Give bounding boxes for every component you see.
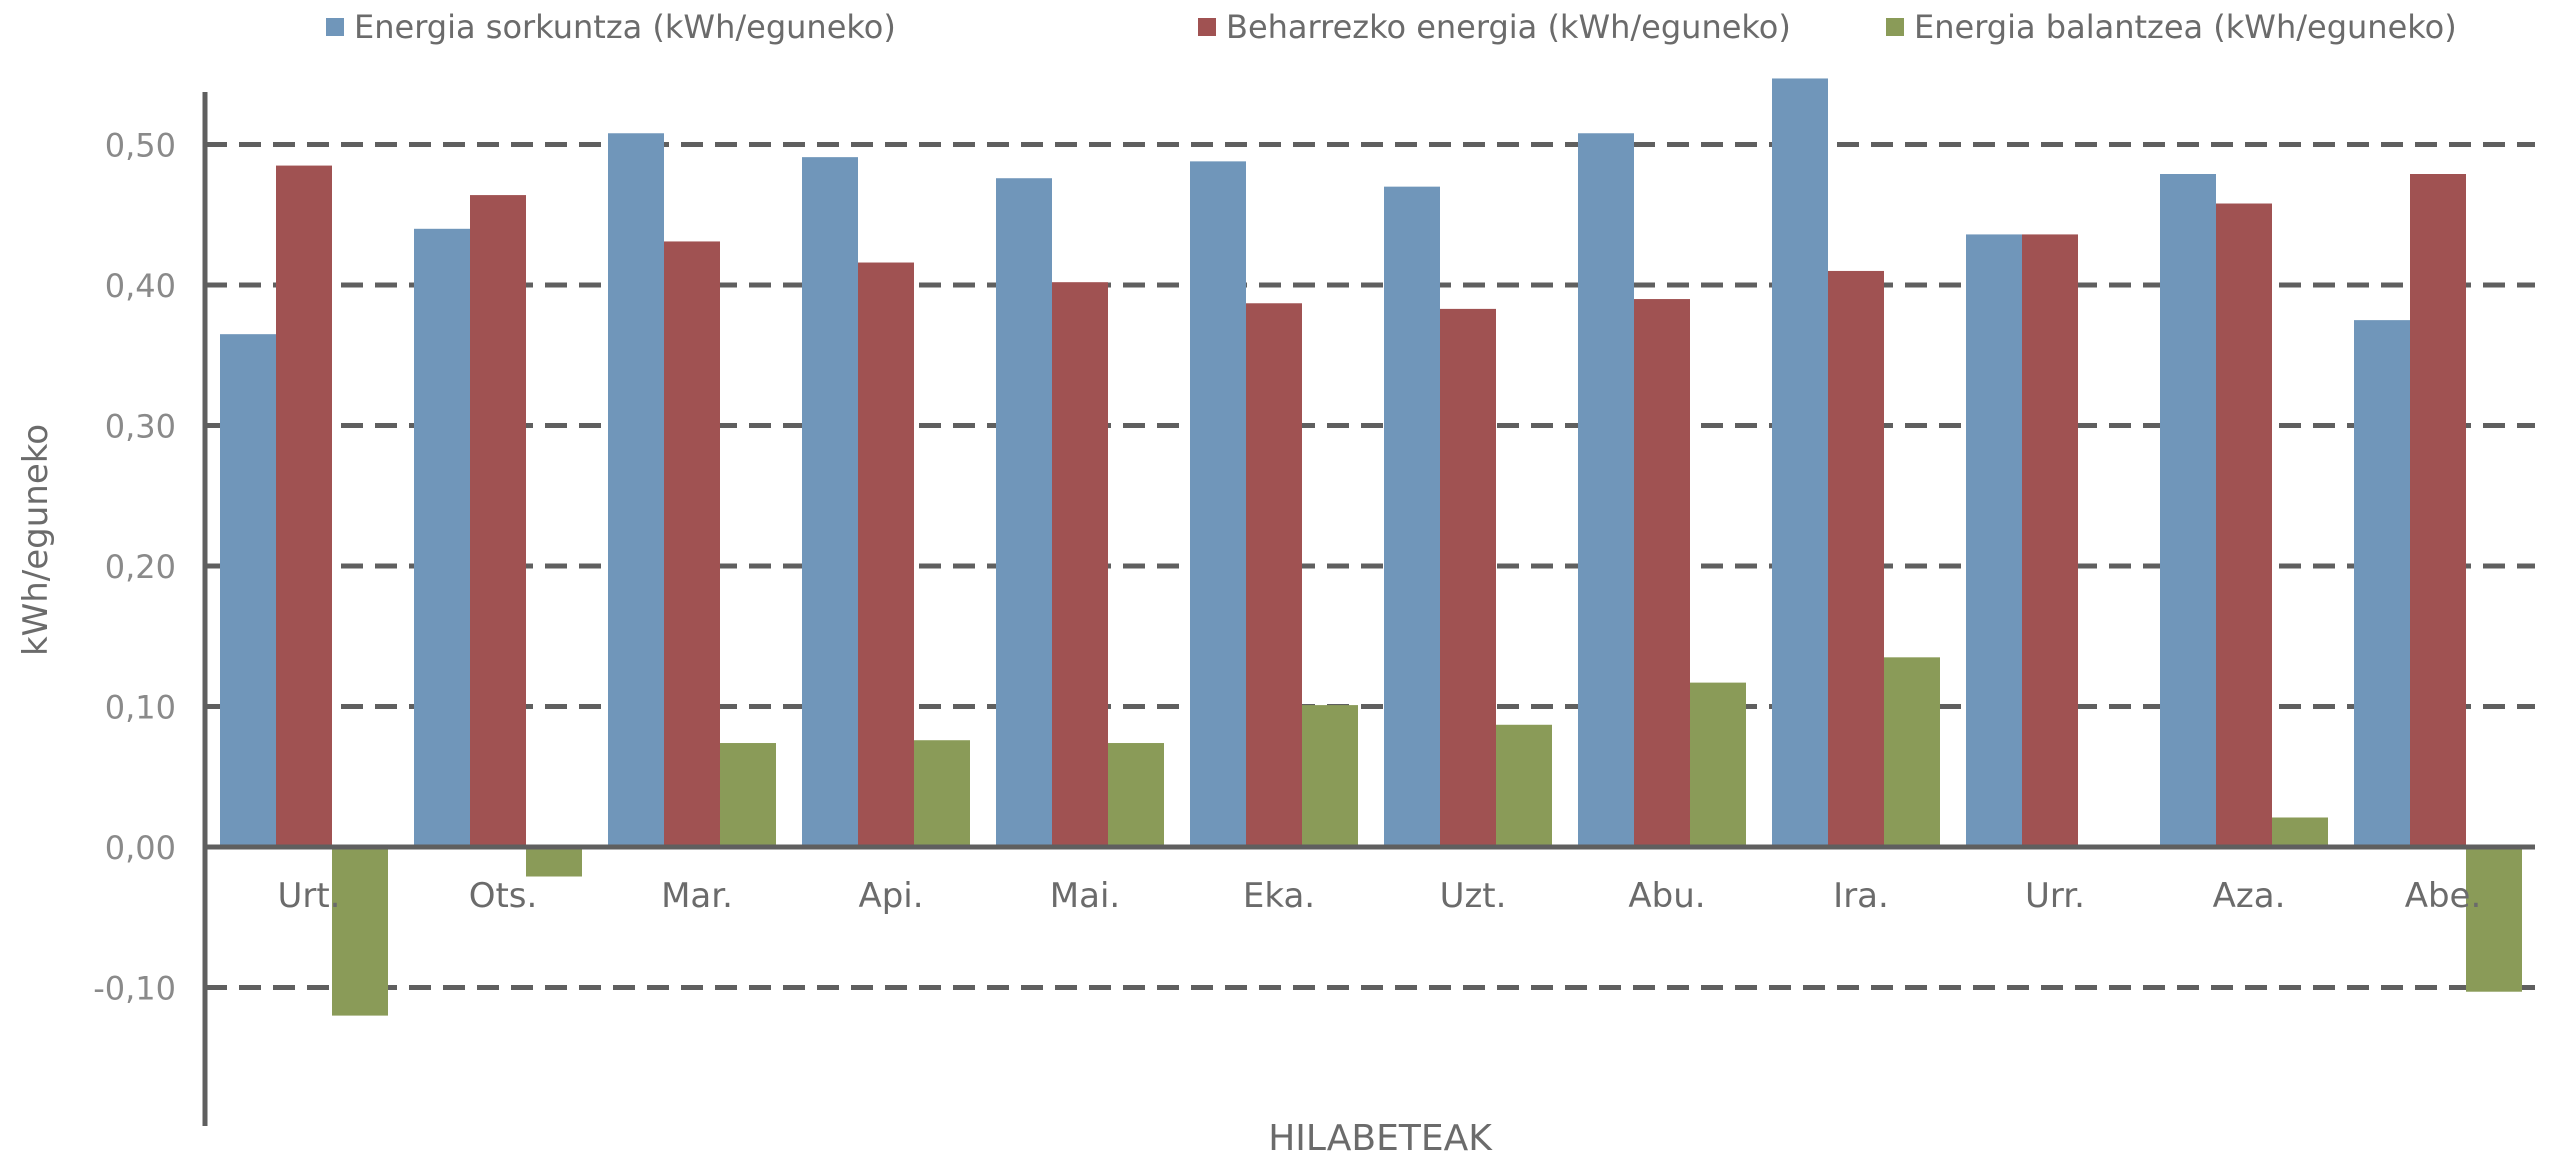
bar-balance-1 [526,847,582,877]
legend-label-generation: Energia sorkuntza (kWh/eguneko) [354,8,896,46]
gridlines [205,142,2535,990]
x-tick-labels: Urt. Ots. Mar. Api. Mai. Eka. Uzt. Abu. Ira. Urr.… [277,876,2481,916]
y-tick-label: 0,20 [105,548,176,586]
legend-label-required: Beharrezko energia (kWh/eguneko) [1226,8,1791,46]
x-tick-label: Mar. [661,876,733,916]
bar-balance-10 [2272,817,2328,847]
bar-required-7 [1634,299,1690,847]
x-tick-label: Api. [858,876,923,916]
legend-swatch-generation [326,18,344,36]
y-tick-labels: -0,10 0,00 0,10 0,20 0,30 0,40 0,50 [93,127,176,1008]
x-tick-label: Ira. [1833,876,1889,916]
bar-required-2 [664,241,720,847]
x-tick-label: Mai. [1050,876,1120,916]
bar-generation-2 [608,133,664,847]
bar-required-6 [1440,308,1496,847]
bar-balance-8 [1884,657,1940,847]
bar-generation-10 [2160,174,2216,847]
bar-generation-6 [1384,186,1440,847]
y-tick-label: 0,30 [105,408,176,446]
x-tick-label: Abu. [1628,876,1705,916]
bar-balance-7 [1690,682,1746,847]
bar-generation-3 [802,157,858,847]
axes [202,92,2535,1126]
bar-balance-6 [1496,724,1552,847]
bar-required-3 [858,262,914,847]
bar-balance-11 [2466,847,2522,992]
legend-item-generation: Energia sorkuntza (kWh/eguneko) [326,8,896,46]
bar-required-5 [1246,303,1302,847]
bar-balance-5 [1302,705,1358,847]
bar-generation-7 [1578,133,1634,847]
x-tick-label: Ots. [469,876,538,916]
x-tick-label: Eka. [1243,876,1315,916]
legend: Energia sorkuntza (kWh/eguneko) Beharrez… [0,8,2560,52]
bar-generation-0 [220,334,276,847]
x-tick-label: Urr. [2025,876,2085,916]
bar-generation-4 [996,178,1052,848]
y-tick-label: 0,50 [105,127,176,165]
bar-generation-5 [1190,161,1246,848]
legend-swatch-balance [1886,18,1904,36]
bar-generation-11 [2354,320,2410,847]
x-tick-label: Urt. [277,876,340,916]
x-axis-title: HILABETEAK [1268,1118,1492,1159]
bar-required-9 [2022,234,2078,848]
y-tick-label: 0,10 [105,689,176,727]
bar-required-8 [1828,270,1884,847]
bar-balance-3 [914,740,970,847]
legend-item-balance: Energia balantzea (kWh/eguneko) [1886,8,2457,46]
y-tick-label: 0,40 [105,267,176,305]
bar-required-1 [470,195,526,847]
bar-required-4 [1052,282,1108,847]
x-tick-label: Uzt. [1440,876,1507,916]
x-tick-label: Abe. [2405,876,2482,916]
bar-balance-2 [720,743,776,847]
bar-balance-4 [1108,743,1164,847]
bar-generation-1 [414,228,470,848]
bar-required-11 [2410,174,2466,847]
bar-required-0 [276,165,332,847]
y-tick-label: -0,10 [93,970,176,1008]
bars [220,78,2522,1016]
legend-label-balance: Energia balantzea (kWh/eguneko) [1914,8,2457,46]
bar-generation-8 [1772,78,1828,848]
bar-generation-9 [1966,234,2022,848]
bar-required-10 [2216,203,2272,847]
y-axis-title: kWh/eguneko [16,423,56,657]
x-tick-label: Aza. [2213,876,2286,916]
y-tick-label: 0,00 [105,829,176,867]
bar-balance-0 [332,847,388,1016]
legend-item-required: Beharrezko energia (kWh/eguneko) [1198,8,1791,46]
legend-swatch-required [1198,18,1216,36]
